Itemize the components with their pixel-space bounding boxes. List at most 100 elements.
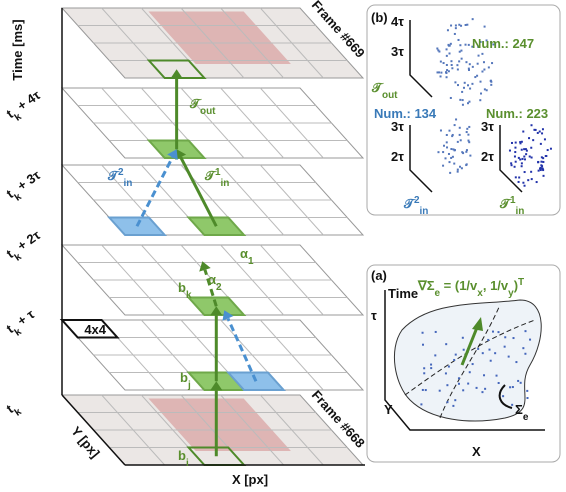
event-dot	[488, 66, 490, 68]
event-dot	[524, 353, 526, 355]
event-dot	[448, 366, 450, 368]
event-dot	[437, 151, 439, 153]
event-dot	[462, 152, 464, 154]
event-dot	[496, 375, 498, 377]
event-dot	[450, 60, 452, 62]
event-dot	[472, 18, 474, 20]
event-dot	[447, 29, 449, 31]
event-dot	[540, 167, 542, 169]
event-dot	[469, 88, 471, 90]
event-dot	[531, 178, 533, 180]
event-dot	[453, 359, 455, 361]
event-dot	[458, 24, 460, 26]
event-dot	[476, 75, 478, 77]
event-dot	[530, 171, 532, 173]
event-dot	[533, 129, 535, 131]
event-dot	[460, 50, 462, 52]
event-dot	[508, 356, 510, 358]
event-dot	[519, 141, 521, 143]
event-dot	[448, 153, 450, 155]
event-dot	[445, 72, 447, 74]
event-dot	[446, 141, 448, 143]
event-dot	[511, 142, 513, 144]
event-dot	[509, 386, 511, 388]
event-dot	[446, 55, 448, 57]
math-part: = (1/v	[440, 278, 478, 293]
event-dot	[459, 127, 461, 129]
event-dot	[469, 63, 471, 65]
event-dot	[462, 337, 464, 339]
event-dot	[460, 25, 462, 27]
math-part: e	[523, 412, 529, 423]
event-dot	[457, 84, 459, 86]
event-dot	[468, 126, 470, 128]
event-dot	[542, 168, 544, 170]
event-dot	[448, 70, 450, 72]
event-dot	[452, 134, 454, 136]
event-dot	[466, 24, 468, 26]
mini-tick: 2τ	[391, 149, 404, 164]
event-dot	[467, 134, 469, 136]
panel-label: (a)	[371, 268, 387, 283]
axis-title: X	[472, 444, 481, 459]
event-dot	[524, 171, 526, 173]
mini-tick: 3τ	[481, 119, 494, 134]
math-part: i	[186, 458, 189, 469]
event-dot	[480, 93, 482, 95]
event-dot	[440, 72, 442, 74]
event-dot	[536, 181, 538, 183]
event-dot	[469, 371, 471, 373]
event-dot	[436, 47, 438, 49]
event-dot	[544, 138, 546, 140]
event-dot	[465, 151, 467, 153]
event-dot	[453, 148, 455, 150]
event-dot	[461, 167, 463, 169]
event-dot	[550, 148, 552, 150]
event-dot	[457, 141, 459, 143]
event-dot	[502, 395, 504, 397]
event-dot	[472, 363, 474, 365]
count-label: Num.: 247	[472, 36, 534, 51]
event-dot	[420, 403, 422, 405]
event-dot	[497, 331, 499, 333]
event-dot	[466, 128, 468, 130]
event-dot	[487, 339, 489, 341]
event-dot	[542, 161, 544, 163]
mini-tick: 3τ	[391, 119, 404, 134]
axis-title: τ	[371, 308, 377, 323]
event-dot	[463, 87, 465, 89]
event-dot	[450, 97, 452, 99]
event-dot	[445, 372, 447, 374]
event-dot	[484, 88, 486, 90]
event-dot	[515, 142, 517, 144]
math-part: α	[208, 272, 216, 287]
event-dot	[455, 24, 457, 26]
event-dot	[523, 148, 525, 150]
event-dot	[459, 99, 461, 101]
math-part: b	[178, 280, 186, 295]
event-dot	[450, 25, 452, 27]
event-dot	[451, 67, 453, 69]
event-dot	[531, 124, 533, 126]
math-part: T	[518, 277, 524, 288]
time-label: tk	[3, 398, 23, 421]
event-dot	[442, 165, 444, 167]
mini-tick: 4τ	[391, 14, 404, 29]
event-dot	[467, 84, 469, 86]
event-dot	[462, 99, 464, 101]
event-dot	[440, 129, 442, 131]
event-dot	[522, 131, 524, 133]
event-dot	[460, 139, 462, 141]
event-dot	[423, 367, 425, 369]
event-dot	[476, 387, 478, 389]
event-dot	[524, 185, 526, 187]
math-part: 1	[248, 256, 254, 267]
math-part: j	[187, 380, 191, 391]
event-dot	[445, 157, 447, 159]
panel-label: (b)	[371, 10, 388, 25]
math-part: in	[124, 178, 133, 189]
event-dot	[490, 84, 492, 86]
event-dot	[515, 361, 517, 363]
event-dot	[455, 354, 457, 356]
event-dot	[530, 147, 532, 149]
